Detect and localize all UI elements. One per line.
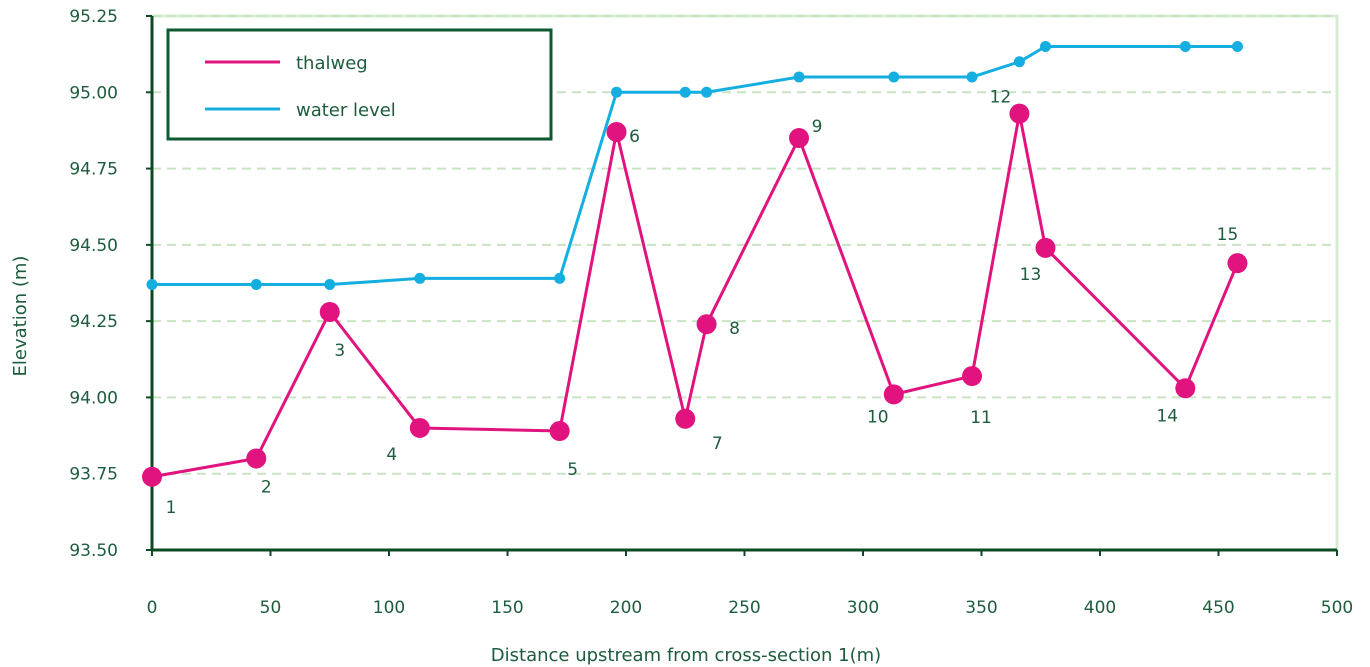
point-label: 15 [1217, 225, 1239, 245]
marker-thalweg [1227, 253, 1248, 274]
point-label: 13 [1020, 265, 1042, 285]
marker-thalweg [962, 366, 983, 387]
x-tick-label: 200 [610, 598, 642, 618]
marker-thalweg [549, 420, 570, 441]
point-label: 10 [867, 407, 889, 427]
marker-thalweg [142, 466, 162, 487]
y-tick-label: 93.75 [69, 465, 118, 485]
x-tick-label: 400 [1084, 598, 1116, 618]
y-tick-label: 95.00 [69, 83, 118, 103]
legend-box [166, 28, 553, 141]
marker-water-level [679, 86, 691, 98]
point-label: 2 [261, 477, 272, 497]
point-label: 11 [970, 408, 992, 428]
point-label: 9 [812, 117, 823, 137]
marker-thalweg [606, 121, 627, 142]
point-label: 1 [166, 498, 177, 518]
marker-thalweg [883, 384, 904, 405]
marker-water-level [966, 71, 978, 83]
marker-thalweg [409, 417, 430, 438]
x-tick-label: 450 [1202, 598, 1234, 618]
marker-water-level [324, 279, 336, 291]
x-tick-label: 0 [147, 598, 158, 618]
y-tick-label: 94.00 [69, 388, 118, 408]
point-label: 6 [629, 127, 640, 147]
legend-label-water-level: water level [296, 100, 396, 121]
marker-thalweg [696, 314, 717, 335]
marker-water-level [1179, 41, 1191, 53]
marker-thalweg [246, 448, 267, 469]
marker-thalweg [675, 408, 696, 429]
marker-water-level [146, 279, 158, 291]
marker-water-level [250, 279, 262, 291]
x-tick-labels: 0 50 100 150 200 250 300 350 400 450 500 [147, 598, 1354, 618]
x-tick-label: 300 [847, 598, 879, 618]
marker-water-level [554, 272, 566, 284]
marker-water-level [701, 86, 713, 98]
y-axis-title: Elevation (m) [10, 256, 31, 377]
legend: thalweg water level [166, 28, 553, 141]
marker-water-level [888, 71, 900, 83]
x-tick-label: 350 [965, 598, 997, 618]
marker-water-level [1039, 41, 1051, 53]
marker-water-level [1231, 41, 1243, 53]
point-label: 5 [567, 460, 578, 480]
y-tick-label: 95.25 [69, 7, 118, 27]
marker-thalweg [319, 301, 340, 322]
y-tick-label: 94.75 [69, 160, 118, 180]
y-tick-label: 94.50 [69, 236, 118, 256]
marker-water-level [611, 86, 623, 98]
x-tick-label: 150 [491, 598, 523, 618]
y-tick-label: 94.25 [69, 312, 118, 332]
point-label: 4 [386, 445, 397, 465]
x-tick-label: 50 [260, 598, 282, 618]
x-tick-label: 250 [728, 598, 760, 618]
marker-thalweg [1035, 237, 1056, 258]
marker-thalweg [789, 128, 810, 149]
marker-water-level [1013, 56, 1025, 68]
marker-water-level [414, 272, 426, 284]
point-label: 12 [990, 88, 1012, 108]
series-markers [142, 41, 1248, 487]
marker-thalweg [1175, 378, 1196, 399]
marker-thalweg [1009, 103, 1030, 124]
point-label: 14 [1156, 406, 1178, 426]
point-label: 3 [334, 341, 345, 361]
x-tick-label: 500 [1321, 598, 1353, 618]
x-tick-label: 100 [373, 598, 405, 618]
y-tick-labels: 93.50 93.75 94.00 94.25 94.50 94.75 95.00 95.25 [69, 7, 118, 561]
x-axis-title: Distance upstream from cross-section 1(m… [491, 645, 881, 666]
legend-label-thalweg: thalweg [296, 53, 368, 74]
point-label: 7 [712, 434, 723, 454]
marker-water-level [793, 71, 805, 83]
y-tick-label: 93.50 [69, 541, 118, 561]
point-label: 8 [729, 319, 740, 339]
